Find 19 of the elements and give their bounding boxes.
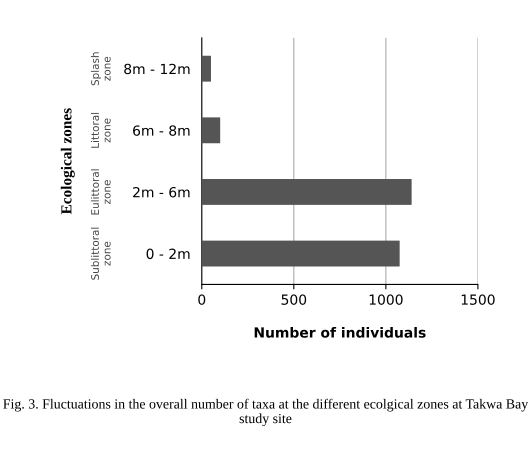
- text: Eulittoral zone: [90, 169, 111, 214]
- bar: [202, 179, 412, 205]
- y-tick-label: 6m - 8m: [133, 125, 190, 136]
- bar: [202, 56, 211, 82]
- y-tick-label: 8m - 12m: [124, 64, 190, 74]
- y-tick-label: 0 - 2m: [146, 248, 190, 260]
- x-tick-label: 1000: [370, 294, 403, 305]
- x-tick-label: 0: [198, 294, 206, 305]
- y-tick-label: 2m - 6m: [133, 186, 190, 198]
- x-axis-title: Number of individuals: [254, 327, 426, 338]
- caption: Fig. 3. Fluctuations in the overall number of taxa at the different ecolgical zones at Takwa Bay study site: [3, 398, 528, 426]
- text: Splash zone: [90, 52, 111, 86]
- x-tick-label: 1500: [462, 294, 495, 305]
- bar: [202, 240, 400, 267]
- text: Sublittoral zone: [90, 228, 111, 280]
- bar: [202, 117, 220, 144]
- text: Littoral zone: [90, 112, 111, 148]
- y-axis-title: Ecological zones: [60, 108, 75, 214]
- x-tick-label: 500: [282, 294, 306, 305]
